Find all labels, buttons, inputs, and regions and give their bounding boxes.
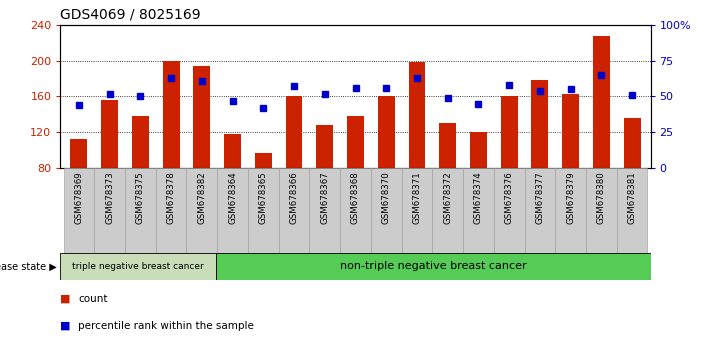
Text: GSM678381: GSM678381	[628, 172, 636, 224]
Bar	[125, 168, 156, 253]
Bar	[255, 153, 272, 168]
Bar	[60, 253, 215, 280]
Text: GSM678369: GSM678369	[75, 172, 83, 224]
Text: GSM678370: GSM678370	[382, 172, 391, 224]
Text: GSM678378: GSM678378	[166, 172, 176, 224]
Bar	[494, 168, 525, 253]
Bar	[501, 96, 518, 168]
Text: disease state ▶: disease state ▶	[0, 261, 57, 272]
Bar	[279, 168, 309, 253]
Bar	[371, 168, 402, 253]
Bar	[286, 96, 302, 168]
Bar	[525, 168, 555, 253]
Bar	[193, 66, 210, 168]
Bar	[186, 168, 217, 253]
Text: GSM678368: GSM678368	[351, 172, 360, 224]
Bar	[439, 123, 456, 168]
Text: non-triple negative breast cancer: non-triple negative breast cancer	[340, 261, 526, 272]
Bar	[562, 94, 579, 168]
Bar	[432, 168, 463, 253]
Bar	[101, 100, 118, 168]
Bar	[224, 134, 241, 168]
Text: GSM678382: GSM678382	[198, 172, 206, 224]
Bar	[340, 168, 371, 253]
Bar	[248, 168, 279, 253]
Text: ■: ■	[60, 321, 71, 331]
Text: GSM678364: GSM678364	[228, 172, 237, 224]
Bar	[347, 116, 364, 168]
Bar	[463, 168, 494, 253]
Bar	[132, 116, 149, 168]
Bar	[531, 80, 548, 168]
Bar	[593, 35, 610, 168]
Bar	[586, 168, 616, 253]
Bar	[555, 168, 586, 253]
Bar	[217, 168, 248, 253]
Bar	[309, 168, 340, 253]
Text: count: count	[78, 294, 107, 304]
Text: GSM678371: GSM678371	[412, 172, 422, 224]
Text: GSM678372: GSM678372	[443, 172, 452, 224]
Bar	[378, 96, 395, 168]
Text: GSM678367: GSM678367	[320, 172, 329, 224]
Text: GSM678380: GSM678380	[597, 172, 606, 224]
Text: GSM678375: GSM678375	[136, 172, 145, 224]
Bar	[156, 168, 186, 253]
Text: triple negative breast cancer: triple negative breast cancer	[73, 262, 204, 271]
Bar	[316, 125, 333, 168]
Bar	[470, 132, 487, 168]
Text: GSM678374: GSM678374	[474, 172, 483, 224]
Bar	[616, 168, 648, 253]
Bar	[624, 118, 641, 168]
Bar	[63, 168, 95, 253]
Text: percentile rank within the sample: percentile rank within the sample	[78, 321, 254, 331]
Text: GSM678366: GSM678366	[289, 172, 299, 224]
Bar	[409, 62, 425, 168]
Text: GSM678377: GSM678377	[535, 172, 545, 224]
Bar	[163, 61, 180, 168]
Bar	[402, 168, 432, 253]
Text: GSM678373: GSM678373	[105, 172, 114, 224]
Bar	[215, 253, 651, 280]
Bar	[95, 168, 125, 253]
Text: ■: ■	[60, 294, 71, 304]
Text: GDS4069 / 8025169: GDS4069 / 8025169	[60, 7, 201, 21]
Text: GSM678379: GSM678379	[566, 172, 575, 224]
Bar	[70, 139, 87, 168]
Text: GSM678365: GSM678365	[259, 172, 268, 224]
Text: GSM678376: GSM678376	[505, 172, 513, 224]
